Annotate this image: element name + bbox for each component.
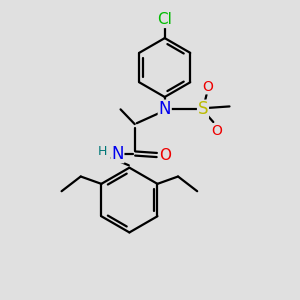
Text: O: O xyxy=(202,80,213,94)
Text: N: N xyxy=(158,100,171,118)
Text: H: H xyxy=(98,145,107,158)
Text: Cl: Cl xyxy=(157,12,172,27)
Text: S: S xyxy=(198,100,208,118)
Text: O: O xyxy=(211,124,222,138)
Text: N: N xyxy=(111,145,124,163)
Text: O: O xyxy=(160,148,172,163)
